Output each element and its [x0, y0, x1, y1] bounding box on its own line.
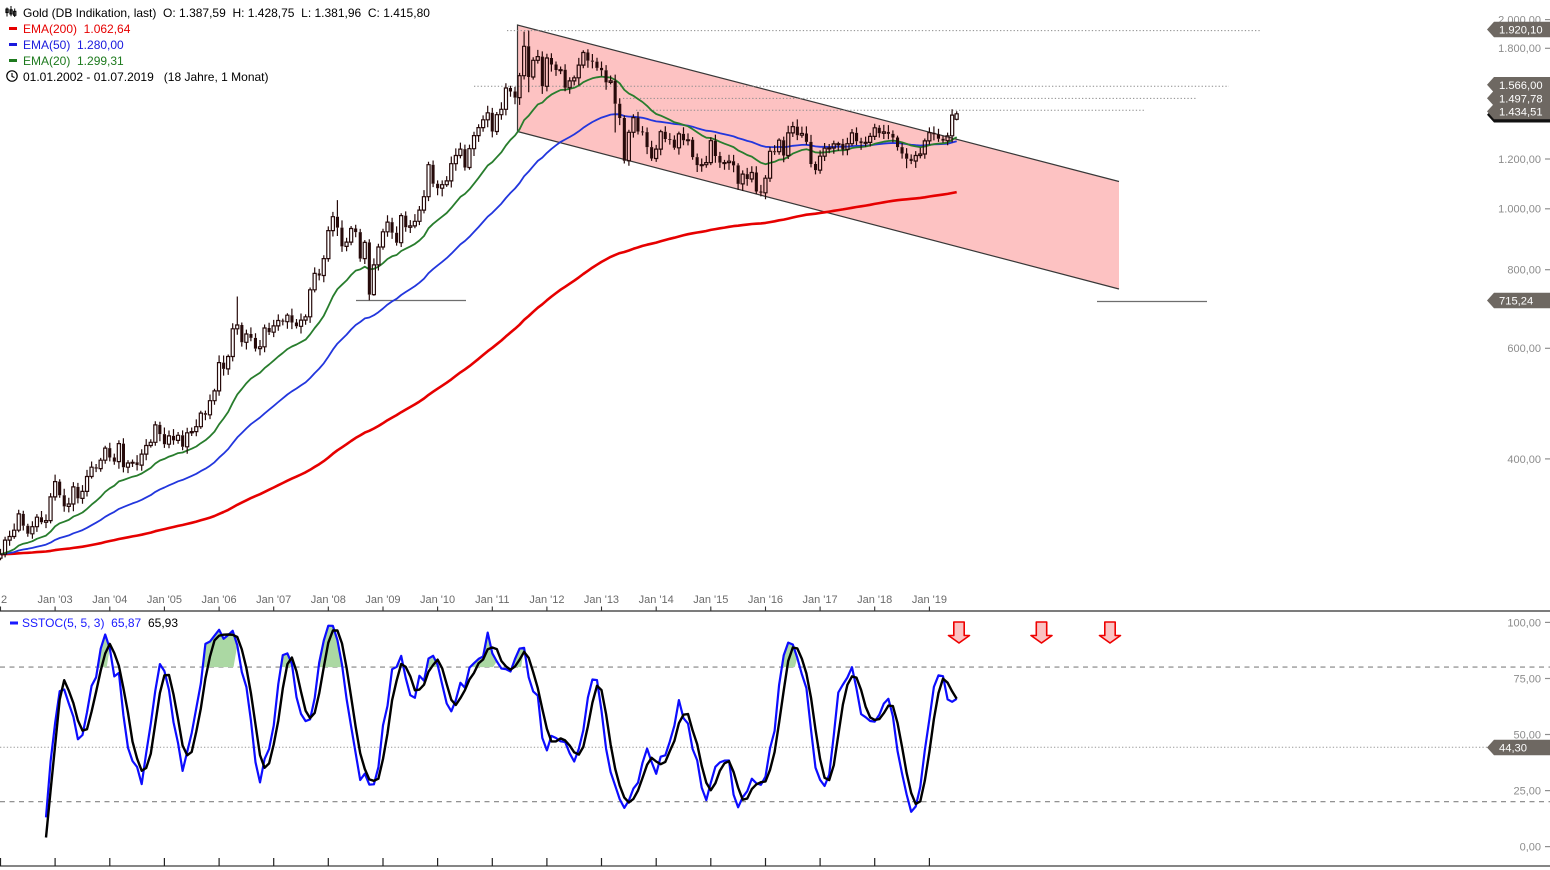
svg-text:Jan '13: Jan '13 [584, 594, 619, 606]
svg-text:Jan '18: Jan '18 [857, 594, 892, 606]
svg-text:715,24: 715,24 [1499, 296, 1533, 308]
svg-text:Jan '03: Jan '03 [38, 594, 73, 606]
svg-text:Jan '09: Jan '09 [365, 594, 400, 606]
svg-text:EMA(20) 1.299,31: EMA(20) 1.299,31 [23, 54, 124, 68]
svg-text:Jan '04: Jan '04 [92, 594, 127, 606]
svg-text:01.01.2002 - 01.07.2019 (18: 01.01.2002 - 01.07.2019 (18 Jahre, 1 Mon… [23, 70, 269, 84]
svg-text:Jan '17: Jan '17 [803, 594, 838, 606]
svg-text:SSTOC(5, 5, 3) 65,87: SSTOC(5, 5, 3) 65,87 [22, 616, 141, 630]
svg-text:100,00: 100,00 [1507, 617, 1541, 629]
svg-text:Jan '07: Jan '07 [256, 594, 291, 606]
svg-text:65,93: 65,93 [148, 616, 178, 630]
svg-text:800,00: 800,00 [1507, 265, 1541, 277]
svg-text:Jan '12: Jan '12 [529, 594, 564, 606]
svg-text:Jan '06: Jan '06 [202, 594, 237, 606]
svg-text:44,30: 44,30 [1499, 743, 1527, 755]
svg-text:2: 2 [1, 594, 7, 606]
svg-text:Jan '05: Jan '05 [147, 594, 182, 606]
svg-text:Gold (DB Indikation, last) O:: Gold (DB Indikation, last) O: 1.387,59 H… [23, 6, 430, 20]
svg-text:1.497,78: 1.497,78 [1499, 93, 1543, 105]
svg-text:1.800,00: 1.800,00 [1498, 43, 1541, 55]
svg-text:Jan '10: Jan '10 [420, 594, 455, 606]
svg-text:Jan '15: Jan '15 [693, 594, 728, 606]
svg-text:1.000,00: 1.000,00 [1498, 204, 1541, 216]
svg-text:Jan '16: Jan '16 [748, 594, 783, 606]
svg-text:EMA(50) 1.280,00: EMA(50) 1.280,00 [23, 38, 124, 52]
svg-text:Jan '19: Jan '19 [912, 594, 947, 606]
svg-text:1.434,51: 1.434,51 [1499, 107, 1543, 119]
svg-text:1.200,00: 1.200,00 [1498, 154, 1541, 166]
svg-text:400,00: 400,00 [1507, 454, 1541, 466]
svg-text:0,00: 0,00 [1520, 842, 1541, 854]
svg-text:1.566,00: 1.566,00 [1499, 80, 1543, 92]
svg-text:25,00: 25,00 [1513, 786, 1541, 798]
svg-text:1.920,10: 1.920,10 [1499, 25, 1543, 37]
svg-text:50,00: 50,00 [1513, 729, 1541, 741]
svg-text:75,00: 75,00 [1513, 673, 1541, 685]
svg-text:EMA(200) 1.062,64: EMA(200) 1.062,64 [23, 22, 131, 36]
svg-text:600,00: 600,00 [1507, 343, 1541, 355]
svg-text:Jan '08: Jan '08 [311, 594, 346, 606]
svg-text:Jan '14: Jan '14 [639, 594, 674, 606]
svg-text:Jan '11: Jan '11 [475, 594, 509, 606]
